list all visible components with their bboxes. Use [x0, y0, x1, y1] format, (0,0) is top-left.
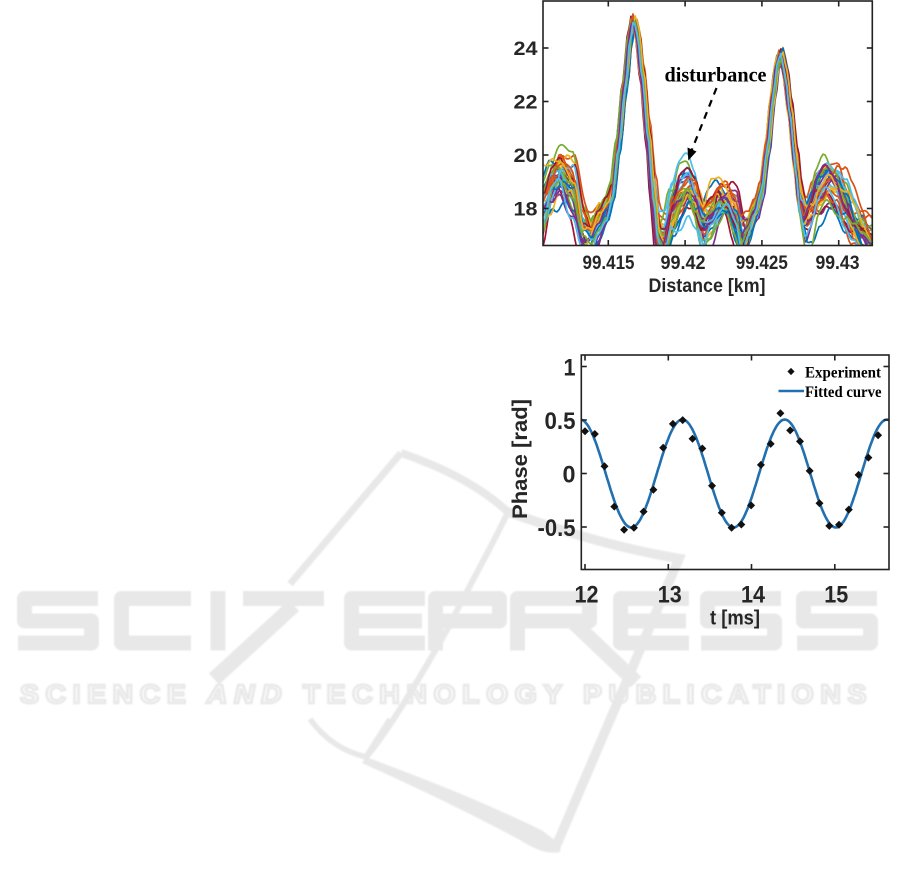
svg-text:99.425: 99.425 [736, 252, 788, 274]
svg-text:Experiment: Experiment [805, 365, 882, 382]
svg-text:0: 0 [563, 461, 576, 488]
svg-text:Distance [km]: Distance [km] [649, 275, 766, 297]
svg-text:12: 12 [575, 581, 599, 608]
svg-text:15: 15 [824, 581, 848, 608]
svg-text:22: 22 [514, 93, 538, 114]
svg-text:t [ms]: t [ms] [710, 608, 760, 630]
svg-text:disturbance: disturbance [665, 63, 767, 87]
svg-text:14: 14 [741, 581, 765, 608]
svg-text:99.415: 99.415 [583, 252, 635, 274]
svg-text:24: 24 [514, 39, 538, 60]
svg-text:Fitted curve: Fitted curve [805, 384, 882, 401]
svg-text:1: 1 [564, 354, 576, 381]
svg-text:-0.5: -0.5 [538, 515, 576, 542]
svg-text:99.42: 99.42 [661, 252, 706, 274]
svg-text:SCIENCE AND TECHNOLOGY PUBLICA: SCIENCE AND TECHNOLOGY PUBLICATIONS [20, 681, 873, 709]
svg-text:20: 20 [514, 146, 538, 167]
svg-text:99.43: 99.43 [816, 252, 860, 274]
svg-text:Phase [rad]: Phase [rad] [508, 399, 532, 519]
svg-text:0.5: 0.5 [545, 408, 576, 435]
svg-text:18: 18 [514, 200, 538, 221]
svg-text:13: 13 [658, 581, 682, 608]
